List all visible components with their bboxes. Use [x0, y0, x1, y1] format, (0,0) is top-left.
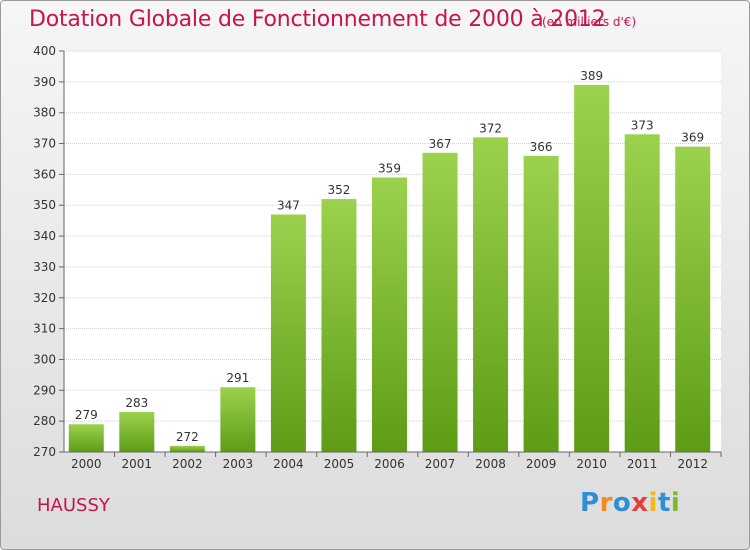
bar: [523, 155, 559, 452]
logo-letter: r: [599, 488, 613, 518]
x-tick-label: 2001: [122, 457, 153, 471]
y-tick-label: 270: [33, 445, 56, 459]
y-tick-label: 320: [33, 291, 56, 305]
bar-value-label: 279: [75, 408, 98, 422]
bar-value-label: 352: [328, 183, 351, 197]
bar-value-label: 369: [681, 131, 704, 145]
bar-value-label: 366: [530, 140, 553, 154]
y-tick-label: 380: [33, 106, 56, 120]
bar-value-label: 272: [176, 430, 199, 444]
logo-letter: o: [612, 488, 632, 518]
bar-value-label: 372: [479, 121, 502, 135]
x-axis: 2000 2001 2002 2003 2004 2005 2006 2007 2008 2009…: [64, 451, 722, 471]
y-tick-label: 370: [33, 137, 56, 151]
bar: [270, 214, 306, 452]
y-tick-label: 360: [33, 167, 56, 181]
bar: [422, 152, 458, 453]
x-tick-label: 2005: [324, 457, 355, 471]
x-tick-label: 2006: [374, 457, 405, 471]
x-tick-label: 2010: [576, 457, 607, 471]
x-tick-label: 2002: [172, 457, 203, 471]
chart-title: Dotation Globale de Fonctionnement de 20…: [29, 7, 606, 32]
x-tick-label: 2009: [526, 457, 557, 471]
y-tick-label: 390: [33, 75, 56, 89]
proxiti-logo: Proxiti: [580, 488, 680, 518]
bar-value-label: 359: [378, 161, 401, 175]
y-tick-label: 310: [33, 322, 56, 336]
y-tick-label: 400: [33, 44, 56, 58]
chart-unit: (en milliers d'€): [542, 15, 637, 29]
bar: [119, 411, 155, 452]
y-tick-label: 280: [33, 414, 56, 428]
logo-letter: i: [648, 488, 658, 518]
x-tick-label: 2012: [677, 457, 708, 471]
x-tick-label: 2011: [627, 457, 658, 471]
bar: [473, 137, 509, 452]
bar: [68, 424, 104, 452]
bar-value-label: 291: [226, 371, 249, 385]
y-tick-label: 340: [33, 229, 56, 243]
logo-letter: P: [580, 488, 600, 518]
bar-value-label: 283: [125, 396, 148, 410]
logo-letter: x: [631, 488, 649, 518]
bar: [372, 177, 407, 452]
x-tick-label: 2000: [71, 457, 102, 471]
bar-value-label: 347: [277, 198, 300, 212]
bar: [321, 199, 357, 452]
y-tick-label: 330: [33, 260, 56, 274]
bar: [169, 445, 205, 452]
bars: 279 283 272 291 347 352 359 367 372 366 389 373 369: [68, 69, 711, 453]
y-tick-label: 350: [33, 198, 56, 212]
bar: [675, 146, 711, 452]
bar-value-label: 367: [429, 137, 452, 151]
x-tick-label: 2007: [425, 457, 456, 471]
x-tick-label: 2004: [273, 457, 304, 471]
x-tick-label: 2003: [223, 457, 254, 471]
bar: [220, 387, 256, 452]
bar: [574, 84, 610, 452]
y-tick-label: 300: [33, 352, 56, 366]
x-tick-label: 2008: [475, 457, 506, 471]
y-axis: 270 280 290 300 310 320 330 340 350 360 370 380 390 4…: [33, 44, 65, 459]
logo-letter: i: [670, 488, 681, 518]
bar-value-label: 373: [631, 118, 654, 132]
bar-value-label: 389: [580, 69, 603, 83]
commune-name: HAUSSY: [37, 495, 110, 516]
y-tick-label: 290: [33, 383, 56, 397]
logo-letter: t: [657, 488, 671, 518]
bar: [624, 134, 660, 453]
